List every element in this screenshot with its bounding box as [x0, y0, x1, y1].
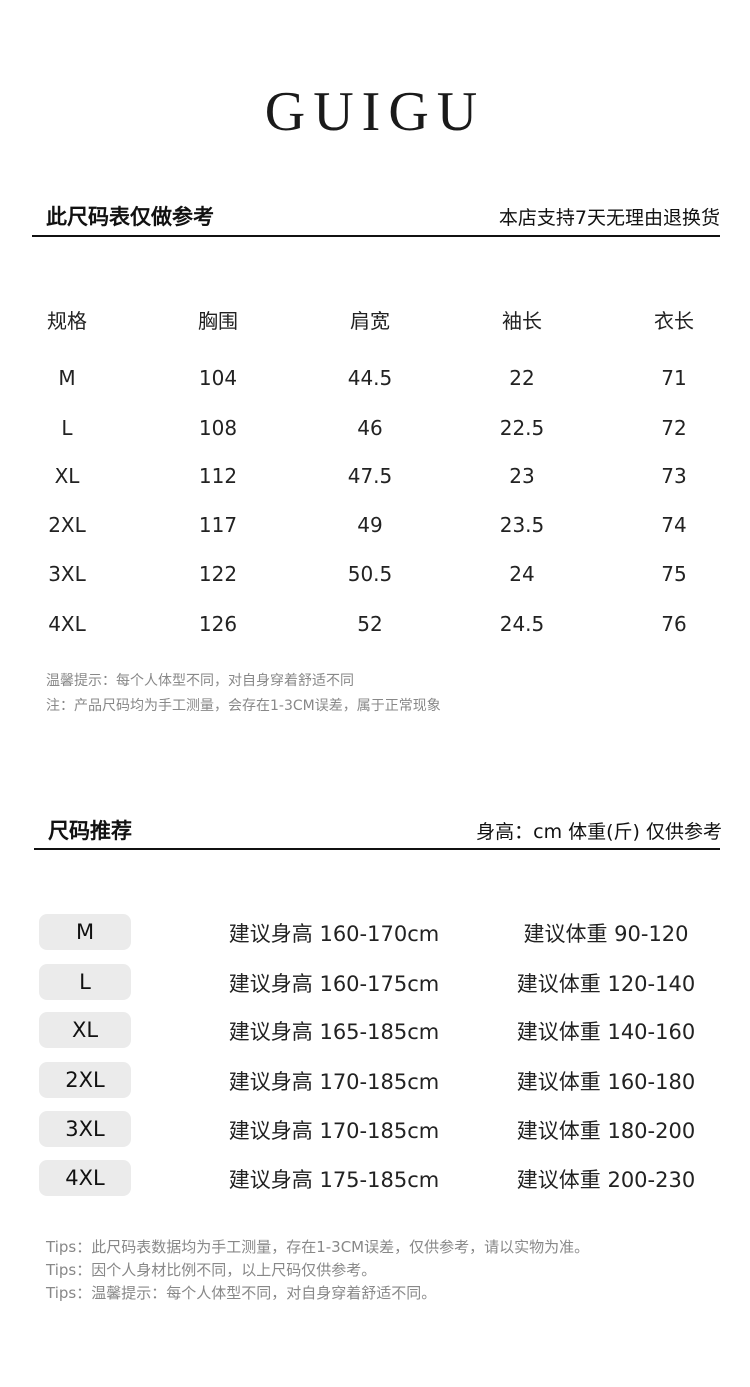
- table-cell: 122: [198, 562, 238, 586]
- tip: Tips：因个人身材比例不同，以上尺码仅供参考。: [46, 1261, 377, 1279]
- recommended-weight: 建议体重 140-160: [516, 1020, 696, 1044]
- recommended-height: 建议身高 170-185cm: [228, 1070, 440, 1094]
- table-cell: 117: [198, 513, 238, 537]
- table-cell: L: [61, 416, 73, 440]
- size-badge: 3XL: [39, 1111, 131, 1147]
- recommended-height: 建议身高 165-185cm: [228, 1020, 440, 1044]
- return-policy-note: 本店支持7天无理由退换货: [498, 207, 720, 229]
- column-header: 衣长: [654, 309, 694, 333]
- recommended-weight: 建议体重 200-230: [516, 1168, 696, 1192]
- tip: Tips：此尺码表数据均为手工测量，存在1-3CM误差，仅供参考，请以实物为准。: [46, 1238, 590, 1256]
- size-badge: XL: [39, 1012, 131, 1048]
- table-cell: 71: [661, 366, 687, 390]
- table-cell: 22: [509, 366, 535, 390]
- recommended-height: 建议身高 160-170cm: [228, 922, 440, 946]
- table-cell: 49: [357, 513, 383, 537]
- table-cell: 44.5: [347, 366, 393, 390]
- table-cell: 73: [661, 464, 687, 488]
- table-cell: 2XL: [48, 513, 86, 537]
- recommended-height: 建议身高 175-185cm: [228, 1168, 440, 1192]
- size-badge: M: [39, 914, 131, 950]
- table-cell: 126: [198, 612, 238, 636]
- size-chart-title: 此尺码表仅做参考: [46, 205, 214, 229]
- recommended-weight: 建议体重 160-180: [516, 1070, 696, 1094]
- table-cell: 22.5: [499, 416, 545, 440]
- table-cell: 24: [509, 562, 535, 586]
- brand-logo: GUIGU: [264, 81, 486, 143]
- recommended-height: 建议身高 160-175cm: [228, 972, 440, 996]
- recommended-weight: 建议体重 90-120: [523, 922, 689, 946]
- column-header: 胸围: [198, 309, 238, 333]
- table-cell: 52: [357, 612, 383, 636]
- column-header: 规格: [47, 309, 87, 333]
- tip: Tips：温馨提示：每个人体型不同，对自身穿着舒适不同。: [46, 1284, 437, 1302]
- table-cell: 112: [198, 464, 238, 488]
- table-cell: 4XL: [48, 612, 86, 636]
- recommended-height: 建议身高 170-185cm: [228, 1119, 440, 1143]
- size-badge: L: [39, 964, 131, 1000]
- divider: [32, 235, 720, 237]
- column-header: 袖长: [502, 309, 542, 333]
- table-cell: XL: [54, 464, 80, 488]
- divider: [34, 848, 720, 850]
- column-header: 肩宽: [350, 309, 390, 333]
- size-badge: 4XL: [39, 1160, 131, 1196]
- note: 注：产品尺码均为手工测量，会存在1-3CM误差，属于正常现象: [46, 698, 441, 714]
- recommended-weight: 建议体重 180-200: [516, 1119, 696, 1143]
- table-cell: 72: [661, 416, 687, 440]
- table-cell: 23.5: [499, 513, 545, 537]
- table-cell: 23: [509, 464, 535, 488]
- recommended-weight: 建议体重 120-140: [516, 972, 696, 996]
- table-cell: 47.5: [347, 464, 393, 488]
- table-cell: 76: [661, 612, 687, 636]
- size-badge: 2XL: [39, 1062, 131, 1098]
- table-cell: 104: [198, 366, 238, 390]
- table-cell: 50.5: [347, 562, 393, 586]
- recommend-title: 尺码推荐: [48, 819, 132, 843]
- table-cell: 24.5: [499, 612, 545, 636]
- table-cell: 75: [661, 562, 687, 586]
- table-cell: M: [58, 366, 76, 390]
- table-cell: 46: [357, 416, 383, 440]
- table-cell: 108: [198, 416, 238, 440]
- recommend-note: 身高：cm 体重(斤) 仅供参考: [476, 821, 722, 843]
- note: 温馨提示：每个人体型不同，对自身穿着舒适不同: [46, 673, 354, 689]
- table-cell: 3XL: [48, 562, 86, 586]
- table-cell: 74: [661, 513, 687, 537]
